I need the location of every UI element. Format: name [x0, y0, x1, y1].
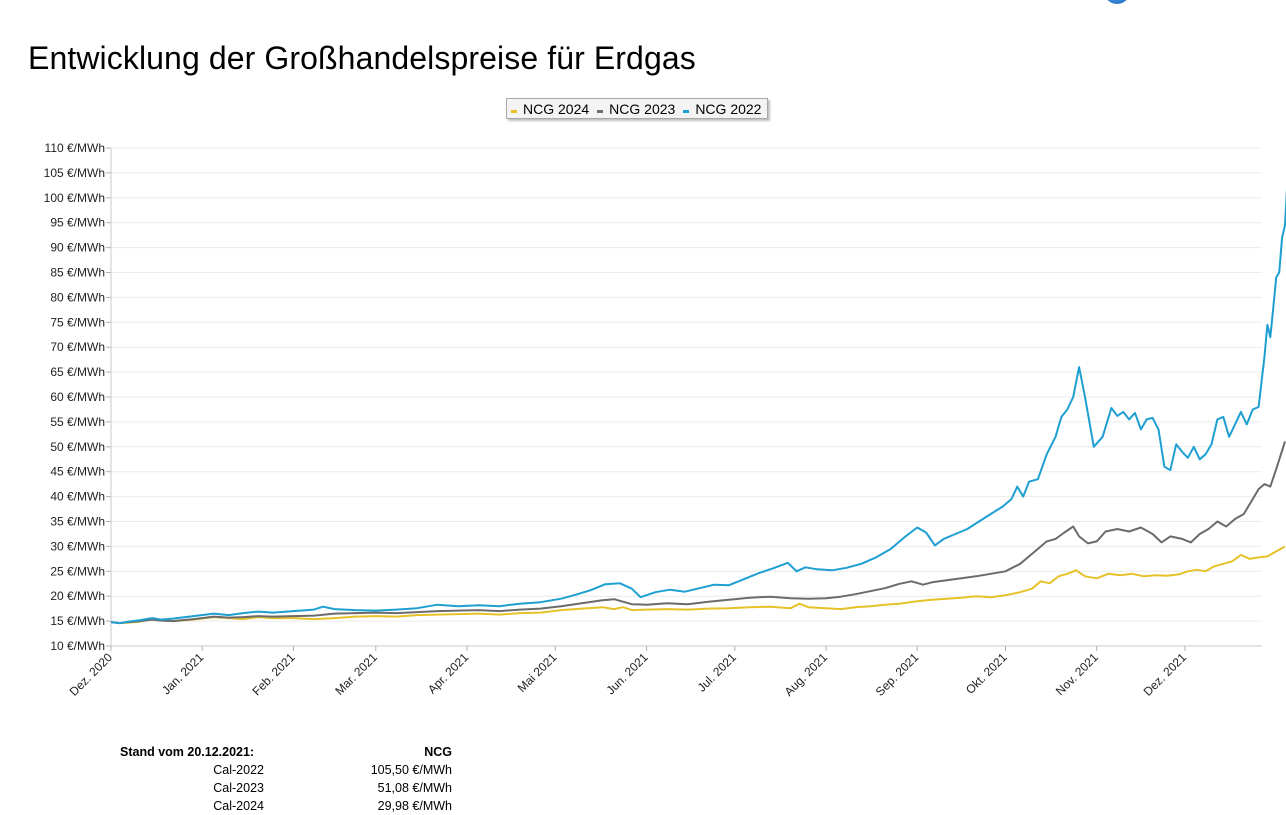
x-tick-label: Jun. 2021: [603, 650, 650, 697]
y-tick-label: 60 €/MWh: [50, 390, 105, 404]
x-tick-label: Nov. 2021: [1053, 650, 1101, 698]
y-tick-label: 95 €/MWh: [50, 216, 105, 230]
y-tick-label: 65 €/MWh: [50, 365, 105, 379]
y-tick-label: 15 €/MWh: [50, 614, 105, 628]
y-tick-label: 105 €/MWh: [44, 166, 105, 180]
x-tick-label: Dez. 2021: [1141, 650, 1190, 699]
x-tick-label: Apr. 2021: [425, 650, 471, 696]
x-tick-label: Sep. 2021: [873, 650, 922, 699]
page-title: Entwicklung der Großhandelspreise für Er…: [28, 40, 696, 76]
y-tick-label: 30 €/MWh: [50, 539, 105, 553]
info-date-label: Stand vom 20.12.2021:: [120, 745, 255, 759]
price-info-table: Stand vom 20.12.2021: NCG Cal-2022 105,5…: [120, 743, 452, 815]
info-row: Cal-2023 51,08 €/MWh: [120, 779, 452, 797]
y-tick-label: 40 €/MWh: [50, 490, 105, 504]
y-tick-label: 110 €/MWh: [45, 141, 105, 155]
legend-swatch-ncg-2022: [683, 110, 690, 113]
y-tick-label: 25 €/MWh: [50, 564, 105, 578]
y-tick-label: 100 €/MWh: [44, 191, 105, 205]
y-tick-label: 80 €/MWh: [50, 290, 105, 304]
series-line-ncg-2023: [110, 441, 1286, 625]
info-row: Cal-2024 29,98 €/MWh: [120, 797, 452, 815]
price-line-chart: 10 €/MWh 15 €/MWh 20 €/MWh 25 €/MWh 30 €/MWh…: [44, 141, 1286, 699]
info-row-value: 105,50 €/MWh: [370, 763, 452, 777]
y-tick-label: 70 €/MWh: [50, 340, 105, 354]
y-tick-label: 75 €/MWh: [50, 315, 105, 329]
y-tick-label: 35 €/MWh: [50, 515, 105, 529]
info-row-label: Cal-2022: [213, 763, 264, 777]
series-line-ncg-2024: [110, 545, 1286, 625]
legend-item-ncg-2024[interactable]: NCG 2024: [511, 101, 589, 117]
legend-swatch-ncg-2023: [597, 110, 604, 113]
x-tick-label: Feb. 2021: [249, 650, 297, 698]
y-tick-label: 10 €/MWh: [50, 639, 105, 653]
x-tick-label: Jan. 2021: [159, 650, 206, 697]
info-header-row: Stand vom 20.12.2021: NCG: [120, 743, 452, 761]
series-line-ncg-2022: [110, 188, 1286, 625]
info-row-label: Cal-2023: [213, 781, 264, 795]
brand-logo-icon: [1104, 0, 1130, 4]
x-tick-label: Mar. 2021: [332, 650, 380, 698]
legend-label: NCG 2022: [695, 100, 762, 117]
y-tick-label: 20 €/MWh: [50, 589, 105, 603]
x-tick-label: Dez. 2020: [67, 650, 116, 699]
info-row-label: Cal-2024: [213, 799, 264, 813]
chart-legend: NCG 2024 NCG 2023 NCG 2022: [506, 98, 769, 119]
info-row: Cal-2022 105,50 €/MWh: [120, 761, 452, 779]
y-tick-label: 55 €/MWh: [50, 415, 105, 429]
legend-item-ncg-2022[interactable]: NCG 2022: [683, 101, 761, 117]
legend-label: NCG 2023: [609, 100, 676, 117]
legend-swatch-ncg-2024: [511, 110, 517, 113]
y-tick-label: 45 €/MWh: [50, 465, 105, 479]
info-row-value: 51,08 €/MWh: [377, 781, 452, 795]
legend-item-ncg-2023[interactable]: NCG 2023: [597, 101, 675, 117]
y-tick-label: 85 €/MWh: [50, 266, 105, 280]
info-column-header: NCG: [424, 745, 452, 759]
legend-label: NCG 2024: [523, 100, 590, 117]
info-row-value: 29,98 €/MWh: [377, 799, 452, 813]
x-tick-label: Aug. 2021: [782, 650, 831, 699]
y-tick-label: 90 €/MWh: [50, 241, 105, 255]
x-tick-label: Okt. 2021: [963, 650, 1010, 697]
y-tick-label: 50 €/MWh: [50, 440, 105, 454]
x-tick-label: Mai 2021: [515, 650, 560, 695]
x-tick-label: Jul. 2021: [695, 650, 740, 695]
